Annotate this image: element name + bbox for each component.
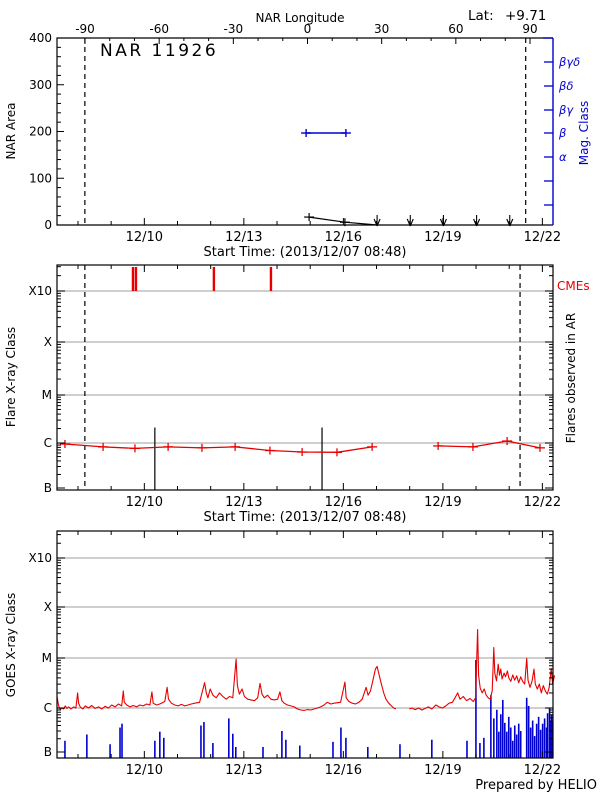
area-zero-arrow [506,218,511,227]
area-tick-label: 200 [29,125,52,139]
area-tick-label: 300 [29,78,52,92]
flare-class-tick-label: M [42,388,52,402]
x-tick-label: 12/13 [225,495,262,510]
area-tick-label: 100 [29,171,52,185]
area-zero-arrow [442,218,447,227]
mag-class-tick-label: α [559,150,567,164]
y2-axis-label-mag-class: Mag. Class [577,101,591,166]
mag-class-tick-label: β [558,126,566,140]
flare-class-tick-label: X10 [29,284,53,298]
top-panel: -90 -60 -30 0 30 60 90 0 100 200 300 400 12/10 12/13 1… [4,8,591,260]
cmes-label: CMEs [557,279,590,293]
start-time-label-1: Start Time: (2013/12/07 08:48) [204,245,407,260]
x-tick-label: 12/13 [225,230,262,245]
longitude-tick-label: 90 [522,22,537,36]
bottom-panel-generated: 12/10 12/13 12/16 12/19 12/22 X10 X M C B [29,530,561,778]
y-axis-label-flare-class: Flare X-ray Class [4,327,18,427]
x-tick-label: 12/10 [126,763,163,778]
top-panel-frame [56,37,553,226]
goes-class-tick-label: X10 [29,551,53,565]
middle-panel-frame [56,264,554,491]
area-zero-arrow [473,218,478,227]
mag-class-tick-label: βδ [558,79,573,93]
middle-panel: 12/10 12/13 12/16 12/19 12/22 X10 X M C B Flare X… [4,264,590,525]
flares-observed-label: Flares observed in AR [564,313,578,443]
goes-class-tick-label: M [42,651,52,665]
page-title: NAR 11926 [100,41,218,61]
area-zero-arrow [409,218,414,227]
x-tick-label: 12/13 [225,763,262,778]
goes-flux-line [56,658,397,711]
longitude-tick-label: -60 [149,22,169,36]
area-zero-arrow [376,218,381,227]
x-tick-label: 12/19 [424,230,461,245]
x-tick-label: 12/19 [424,495,461,510]
area-zero-arrow [439,218,444,227]
top-panel-generated: -90 -60 -30 0 30 60 90 0 100 200 300 400 12/10 12/13 1… [29,22,580,245]
x-tick-label: 12/10 [126,495,163,510]
area-zero-arrow [509,218,514,227]
goes-class-tick-label: B [44,745,52,759]
x-tick-label: 12/22 [524,763,561,778]
lat-value: +9.71 [505,8,546,24]
start-time-label-2: Start Time: (2013/12/07 08:48) [204,510,407,525]
x-tick-label: 12/19 [424,763,461,778]
mag-class-tick-label: βγ [558,103,574,117]
x-tick-label: 12/16 [325,763,362,778]
mag-class-tick-label: βγδ [558,55,580,69]
x-tick-label: 12/22 [524,495,561,510]
x-tick-label: 12/10 [126,230,163,245]
prepared-by-credit: Prepared by HELIO [475,778,597,793]
middle-panel-generated: 12/10 12/13 12/16 12/19 12/22 X10 X M C B [29,264,561,510]
bottom-panel-frame [56,530,554,759]
lat-label: Lat: [468,8,494,24]
x-tick-label: 12/16 [325,230,362,245]
bottom-panel: 12/10 12/13 12/16 12/19 12/22 X10 X M C B GOES X-… [4,530,597,793]
goes-class-tick-label: X [44,600,52,614]
area-tick-label: 0 [44,218,52,232]
top-axis-label: NAR Longitude [255,11,344,25]
y-axis-label-goes-class: GOES X-ray Class [4,593,18,697]
goes-flux-line [409,629,556,711]
longitude-tick-label: 60 [448,22,463,36]
longitude-tick-label: -90 [75,22,95,36]
y-axis-label-nar-area: NAR Area [4,103,18,160]
area-tick-label: 400 [29,31,52,45]
goes-class-tick-label: C [44,701,52,715]
flare-curve [438,440,541,449]
flare-class-tick-label: X [44,335,52,349]
flare-class-tick-label: C [44,436,52,450]
area-zero-arrow [373,218,378,227]
flare-curve [64,443,373,453]
x-tick-label: 12/16 [325,495,362,510]
longitude-tick-label: 30 [374,22,389,36]
longitude-tick-label: 0 [304,22,312,36]
flare-class-tick-label: B [44,481,52,495]
area-zero-arrow [476,218,481,227]
x-tick-label: 12/22 [524,230,561,245]
longitude-tick-label: -30 [224,22,244,36]
area-zero-arrow [406,218,411,227]
